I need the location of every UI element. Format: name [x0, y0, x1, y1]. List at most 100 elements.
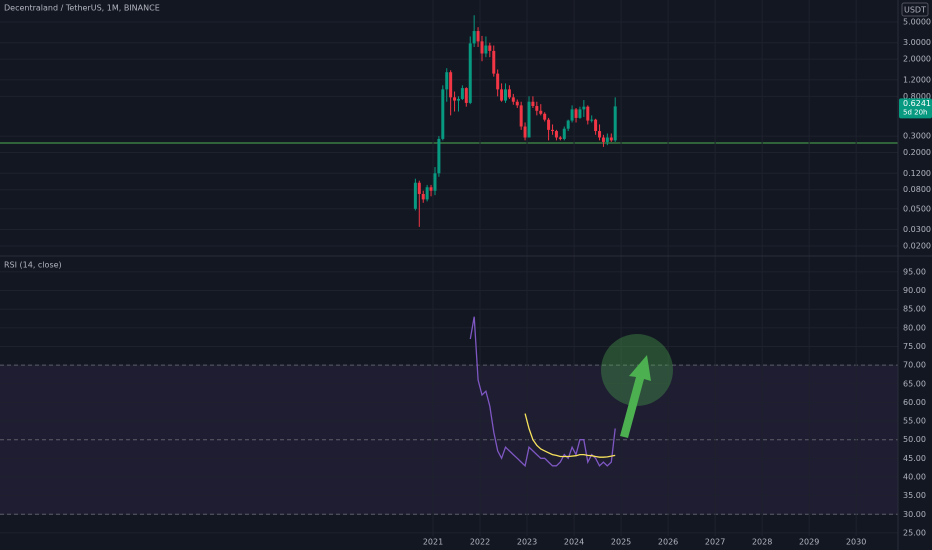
- price-label-box: [899, 98, 932, 119]
- candle-body: [601, 137, 605, 142]
- candle-body: [609, 137, 613, 141]
- chart-title: Decentraland / TetherUS, 1M, BINANCE: [4, 4, 160, 13]
- x-tick-label: 2023: [517, 538, 537, 547]
- candle-body: [496, 73, 500, 90]
- y-tick-label: 0.8000: [903, 92, 931, 101]
- candle-body: [507, 89, 511, 98]
- candle-body: [539, 110, 543, 114]
- candle-body: [437, 138, 441, 174]
- candle-body: [480, 41, 484, 54]
- candle-body: [453, 97, 457, 101]
- candle-body: [586, 106, 590, 121]
- y-tick-label: 50.00: [903, 435, 926, 444]
- x-tick-label: 2029: [799, 538, 819, 547]
- candle-body: [554, 131, 558, 138]
- candle-body: [421, 193, 425, 200]
- y-tick-label: 80.00: [903, 323, 926, 332]
- candle-body: [425, 187, 429, 200]
- y-tick-label: 60.00: [903, 398, 926, 407]
- x-tick-label: 2025: [611, 538, 631, 547]
- y-tick-label: 85.00: [903, 305, 926, 314]
- y-tick-label: 3.0000: [903, 38, 931, 47]
- y-tick-label: 2.0000: [903, 55, 931, 64]
- y-tick-label: 0.0800: [903, 185, 931, 194]
- candle-body: [433, 173, 437, 191]
- candle-body: [449, 72, 453, 98]
- y-tick-label: 1.2000: [903, 75, 931, 84]
- y-tick-label: 0.0300: [903, 225, 931, 234]
- x-tick-label: 2028: [752, 538, 772, 547]
- y-tick-label: 45.00: [903, 454, 926, 463]
- candle-body: [535, 106, 539, 111]
- candle-body: [547, 119, 551, 130]
- rsi-line: [524, 413, 616, 458]
- currency: USDT: [904, 6, 926, 15]
- candle-body: [417, 182, 421, 194]
- y-tick-label: 90.00: [903, 286, 926, 295]
- candle-body: [413, 182, 417, 209]
- y-tick-label: 35.00: [903, 491, 926, 500]
- candle-body: [484, 45, 488, 54]
- candle-body: [598, 131, 602, 138]
- candle-body: [566, 120, 570, 129]
- candle-body: [441, 89, 445, 139]
- candle-body: [570, 109, 574, 121]
- candle-body: [562, 128, 566, 139]
- y-tick-label: 0.0500: [903, 204, 931, 213]
- candle-body: [613, 106, 617, 141]
- candle-body: [500, 89, 504, 101]
- candle-body: [578, 109, 582, 118]
- candle-body: [574, 109, 578, 118]
- candle-body: [590, 119, 594, 121]
- candle-body: [519, 105, 523, 127]
- candle-body: [476, 31, 480, 42]
- x-tick-label: 2022: [470, 538, 490, 547]
- y-tick-label: 95.00: [903, 267, 926, 276]
- candle-body: [429, 187, 433, 191]
- y-tick-label: 75.00: [903, 342, 926, 351]
- arrow: [620, 355, 651, 438]
- candle-body: [504, 89, 508, 101]
- candle-body: [527, 101, 531, 138]
- candle-body: [492, 50, 496, 74]
- candle-body: [464, 88, 468, 103]
- countdown: 5d 20h: [903, 108, 927, 116]
- candle-body: [582, 106, 586, 110]
- x-tick-label: 2030: [846, 538, 866, 547]
- last-price: 0.6241: [903, 99, 931, 108]
- candle-body: [511, 97, 515, 102]
- candle-body: [605, 137, 609, 142]
- candle-body: [456, 98, 460, 101]
- candle-body: [551, 129, 555, 132]
- candle-body: [594, 119, 598, 132]
- y-tick-label: 70.00: [903, 361, 926, 370]
- x-tick-label: 2021: [423, 538, 443, 547]
- y-tick-label: 25.00: [903, 528, 926, 537]
- candle-body: [558, 137, 562, 139]
- y-tick-label: 0.1200: [903, 169, 931, 178]
- x-tick-label: 2026: [658, 538, 678, 547]
- y-tick-label: 40.00: [903, 472, 926, 481]
- y-tick-label: 55.00: [903, 417, 926, 426]
- candle-body: [543, 113, 547, 120]
- x-tick-label: 2027: [705, 538, 725, 547]
- candle-body: [472, 31, 476, 44]
- x-tick-label: 2024: [564, 538, 584, 547]
- y-tick-label: 0.3000: [903, 132, 931, 141]
- candle-body: [523, 126, 527, 138]
- y-tick-label: 5.0000: [903, 17, 931, 26]
- candle-body: [531, 101, 535, 107]
- y-tick-label: 0.2000: [903, 148, 931, 157]
- candle-body: [488, 45, 492, 51]
- candle-body: [460, 88, 464, 99]
- candle-body: [515, 101, 519, 106]
- y-tick-label: 30.00: [903, 510, 926, 519]
- currency-box: [901, 2, 929, 17]
- candle-body: [468, 43, 472, 103]
- candle-body: [445, 72, 449, 90]
- indicator-title: RSI (14, close): [4, 261, 62, 270]
- y-tick-label: 0.0200: [903, 241, 931, 250]
